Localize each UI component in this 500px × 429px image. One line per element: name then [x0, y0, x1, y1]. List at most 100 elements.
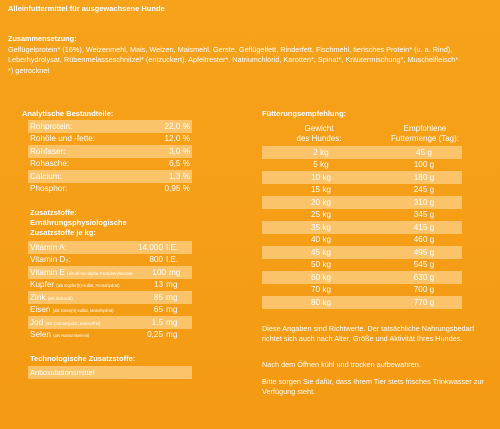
analytics-value: 1,3 % — [169, 171, 190, 181]
analytics-row: Calcium: 1,3 % — [28, 170, 192, 183]
analytics-label: Rohöle und -fette: — [30, 134, 96, 144]
analytics-value: 6,5 % — [169, 159, 190, 169]
additive-amount: 13 — [153, 280, 163, 290]
feeding-row: 20 kg 310 g — [262, 196, 462, 209]
additive-label-group: Vitamin D₃: — [30, 255, 125, 264]
analytics-label: Phosphor: — [30, 184, 68, 194]
feeding-column-headers: Gewicht des Hundes: Empfohlene Futtermen… — [262, 124, 462, 144]
analytics-label: Rohprotein: — [30, 121, 73, 131]
analytics-row: Rohasche: 6,5 % — [28, 158, 192, 171]
additive-unit: mg — [166, 292, 178, 302]
dog-weight: 45 kg — [310, 247, 332, 257]
dog-weight: 20 kg — [310, 197, 332, 207]
additive-label: Zink — [30, 292, 46, 302]
analytics-value: 0,95 % — [164, 184, 191, 194]
dog-weight: 15 kg — [310, 185, 332, 195]
additive-unit: I.E. — [166, 255, 179, 265]
food-amount: 100 g — [413, 160, 435, 170]
analytics-label: Rohasche: — [30, 159, 70, 169]
additive-amount: 65 — [153, 305, 163, 315]
feeding-row: 2 kg 45 g — [262, 146, 462, 159]
feeding-row: 60 kg 630 g — [262, 271, 462, 284]
additive-amount: 14.000 — [137, 242, 163, 252]
analytics-value: 22,0 % — [164, 121, 191, 131]
additive-row: Zink (als Zinkoxid) 85 mg — [28, 291, 192, 304]
additive-amount: 100 — [152, 267, 166, 277]
analytics-table: Rohprotein: 22,0 % Rohöle und -fette: 12,0 … — [28, 120, 192, 195]
additives-heading-1: Zusatzstoffe: — [30, 208, 77, 217]
additives-heading-3: Zusatzstoffe je kg: — [30, 228, 96, 237]
additive-note: (als Zinkoxid) — [47, 295, 73, 301]
additive-note: (als Eisen(II)-sulfat, Monohydrat) — [52, 308, 114, 314]
additive-row: Eisen (als Eisen(II)-sulfat, Monohydrat)… — [28, 304, 192, 317]
additive-label-group: Eisen (als Eisen(II)-sulfat, Monohydrat) — [30, 305, 125, 314]
additive-label-group: Vitamin E (als all-rac-alpha-Tocopheryla… — [30, 268, 133, 277]
dog-weight: 2 kg — [313, 147, 329, 157]
additive-label-group: Zink (als Zinkoxid) — [30, 293, 125, 302]
additive-amount: 0,25 — [147, 330, 163, 340]
additive-unit: I.E. — [166, 242, 179, 252]
additive-note: (als all-rac-alpha-Tocopherylacetat) — [67, 270, 133, 276]
ingredients-footnote: *) getrocknet — [8, 65, 50, 75]
food-amount: 495 g — [413, 247, 435, 257]
additive-label: Eisen — [30, 305, 51, 315]
product-title: Alleinfuttermittel für ausgewachsene Hun… — [8, 4, 165, 13]
dog-weight: 80 kg — [310, 297, 332, 307]
additive-amount: 1,5 — [151, 317, 163, 327]
additive-note: (als Kupfer(II)-sulfat, Pentahydrat) — [56, 283, 120, 289]
feeding-row: 35 kg 415 g — [262, 221, 462, 234]
feeding-row: 70 kg 700 g — [262, 284, 462, 297]
analytics-heading: Analytische Bestandteile: — [22, 109, 114, 118]
analytics-row: Rohöle und -fette: 12,0 % — [28, 133, 192, 146]
food-amount: 415 g — [413, 222, 435, 232]
additive-unit: mg — [166, 317, 178, 327]
additive-unit: mg — [166, 330, 178, 340]
feeding-row: 10 kg 180 g — [262, 171, 462, 184]
dog-weight: 60 kg — [310, 272, 332, 282]
food-amount: 545 g — [413, 260, 435, 270]
food-amount: 310 g — [413, 197, 435, 207]
feeding-row: 40 kg 460 g — [262, 234, 462, 247]
analytics-row: Rohprotein: 22,0 % — [28, 120, 192, 133]
additive-label-group: Vitamin A: — [30, 243, 125, 252]
analytics-value: 12,0 % — [164, 134, 191, 144]
additive-unit: mg — [168, 267, 181, 277]
additive-note: (als Natriumselenit) — [53, 333, 90, 339]
food-amount: 630 g — [413, 272, 435, 282]
ingredients-heading: Zusammensetzung: — [8, 34, 77, 43]
ingredients-block: Zusammensetzung: Geflügelprotein* (16%),… — [8, 34, 478, 76]
additive-row: Selen (als Natriumselenit) 0,25 mg — [28, 329, 192, 342]
feeding-row: 5 kg 100 g — [262, 159, 462, 172]
feeding-row: 50 kg 545 g — [262, 259, 462, 272]
dog-weight: 50 kg — [310, 260, 332, 270]
additives-heading: Zusatzstoffe: Ernährungsphysiologische Z… — [30, 208, 127, 238]
additive-label-group: Jod (als Calciumjodat, wasserfrei) — [30, 318, 125, 327]
feeding-row: 45 kg 495 g — [262, 246, 462, 259]
food-amount: 460 g — [413, 235, 435, 245]
feeding-note-3: Bitte sorgen Sie dafür, dass Ihrem Tier … — [262, 377, 484, 396]
dog-weight: 5 kg — [313, 160, 329, 170]
additive-row: Jod (als Calciumjodat, wasserfrei) 1,5 mg — [28, 316, 192, 329]
additive-label: Selen — [30, 330, 51, 340]
technological-value-row: Antioxidationsmittel — [28, 366, 192, 379]
amount-column-header: Empfohlene Futtermenge (Tag): — [390, 124, 460, 143]
ingredients-text: Geflügelprotein* (16%), Weizenmehl, Mais… — [8, 44, 459, 65]
feeding-heading: Fütterungsempfehlung: — [262, 109, 347, 118]
dog-weight: 70 kg — [310, 285, 332, 295]
food-amount: 770 g — [413, 297, 435, 307]
food-amount: 180 g — [413, 172, 435, 182]
additive-note: (als Calciumjodat, wasserfrei) — [45, 320, 101, 326]
dog-weight: 40 kg — [310, 235, 332, 245]
food-amount: 245 g — [413, 185, 435, 195]
additive-label-group: Kupfer (als Kupfer(II)-sulfat, Pentahydr… — [30, 280, 125, 289]
feeding-note-2: Nach dem Öffnen kühl und trocken aufbewa… — [262, 360, 421, 369]
feeding-row: 80 kg 770 g — [262, 296, 462, 309]
analytics-row: Phosphor: 0,95 % — [28, 183, 192, 196]
additive-label: Vitamin E — [30, 267, 65, 277]
analytics-label: Rohfaser: — [30, 146, 66, 156]
food-amount: 345 g — [413, 210, 435, 220]
additive-row: Vitamin D₃: 800 I.E. — [28, 254, 192, 267]
technological-heading: Technologische Zusatzstoffe: — [30, 354, 136, 363]
additive-label: Jod — [30, 317, 44, 327]
